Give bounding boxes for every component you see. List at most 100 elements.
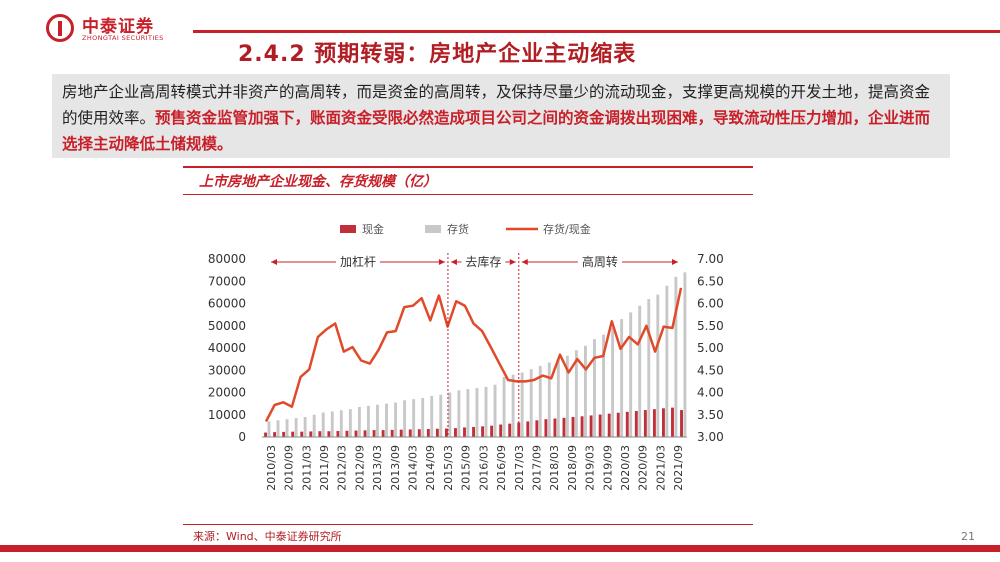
x-tick-label: 2021/09: [672, 445, 685, 491]
page-number: 21: [961, 530, 975, 543]
y-left-tick-label: 80000: [208, 252, 246, 266]
inventory-bar: [267, 421, 271, 437]
inventory-bar: [376, 404, 379, 437]
y-left-tick-label: 30000: [208, 363, 246, 377]
cash-bar: [454, 428, 457, 437]
inventory-bar: [611, 327, 615, 437]
x-tick-label: 2016/09: [495, 445, 508, 491]
ratio-line: [264, 287, 683, 422]
zhongtai-logo-icon: [46, 14, 74, 42]
cash-bar: [463, 427, 466, 437]
cash-bar: [490, 425, 494, 437]
x-tick-label: 2013/09: [389, 445, 402, 491]
inventory-bar: [593, 339, 596, 437]
y-left-tick-label: 70000: [208, 274, 246, 288]
cash-bar: [562, 417, 566, 437]
inventory-bar: [466, 389, 470, 437]
cash-bar: [327, 431, 331, 437]
inventory-bar: [538, 365, 542, 437]
x-tick-label: 2016/03: [477, 445, 490, 491]
cash-bar: [300, 431, 304, 437]
inventory-bar: [511, 374, 515, 437]
y-right-tick-label: 3.00: [697, 430, 724, 444]
brand-logo: 中泰证券 ZHONGTAI SECURITIES: [46, 12, 186, 46]
cash-bar: [526, 421, 530, 437]
period-arrow-head: [438, 259, 445, 265]
x-tick-label: 2018/09: [566, 445, 579, 491]
cash-bar: [408, 429, 412, 437]
x-tick-label: 2020/09: [637, 445, 650, 491]
cash-bar: [598, 414, 602, 437]
source-note: 来源：Wind、中泰证券研究所: [193, 530, 342, 543]
inventory-bar: [520, 372, 524, 437]
cash-bar: [336, 430, 340, 437]
inventory-bar: [502, 376, 506, 437]
cash-bar: [444, 428, 448, 437]
cash-bar: [580, 416, 584, 437]
x-tick-label: 2011/03: [300, 445, 313, 491]
x-tick-label: 2014/03: [407, 445, 420, 491]
y-right-tick-label: 4.00: [697, 386, 724, 400]
x-tick-label: 2021/03: [654, 445, 667, 491]
slide-title: 2.4.2 预期转弱：房地产企业主动缩表: [238, 42, 637, 67]
x-tick-label: 2014/09: [424, 445, 437, 491]
cash-bar: [571, 416, 575, 437]
cash-bar: [435, 428, 439, 437]
cash-bar: [662, 408, 665, 437]
cash-bar: [680, 410, 683, 437]
cash-bar: [625, 411, 629, 437]
period-arrow-head: [271, 259, 277, 265]
legend-cash-swatch: [340, 225, 356, 233]
y-right-tick-label: 5.00: [697, 341, 724, 355]
period-arrow-head: [450, 259, 457, 265]
period-label: 高周转: [582, 254, 618, 269]
inventory-bar: [620, 319, 624, 437]
y-left-tick-label: 40000: [208, 341, 246, 355]
inventory-bar: [285, 419, 289, 437]
summary-text: 房地产企业高周转模式并非资产的高周转，而是资金的高周转，及保持尽量少的流动现金，…: [62, 83, 931, 127]
cash-bar: [390, 429, 394, 437]
y-left-tick-label: 50000: [208, 319, 246, 333]
brand-name: 中泰证券: [82, 17, 154, 37]
inventory-bar: [484, 386, 488, 437]
x-tick-label: 2015/09: [460, 445, 473, 491]
cash-bar: [481, 426, 485, 437]
chart-title: 上市房地产企业现金、存货规模（亿）: [199, 174, 437, 190]
inventory-bar: [457, 390, 461, 437]
cash-bar: [372, 430, 376, 437]
cash-bar: [499, 424, 503, 437]
legend-inventory-label: 存货: [447, 222, 469, 236]
inventory-bar: [385, 403, 388, 437]
x-tick-label: 2012/09: [353, 445, 366, 491]
cash-bar: [318, 431, 322, 437]
period-label: 加杠杆: [340, 254, 376, 269]
cash-bar: [508, 423, 512, 437]
cash-bar: [354, 430, 358, 437]
period-arrow-head: [672, 259, 678, 265]
inventory-bar: [565, 355, 569, 437]
cash-bar: [553, 418, 557, 437]
x-tick-label: 2013/03: [371, 445, 384, 491]
cash-bar: [535, 420, 539, 437]
brand-subtitle: ZHONGTAI SECURITIES: [82, 34, 164, 42]
y-right-tick-label: 4.50: [697, 363, 724, 377]
cash-bar: [616, 412, 620, 437]
cash-bar: [671, 407, 674, 437]
inventory-bar: [584, 345, 587, 437]
legend-inventory-swatch: [425, 225, 441, 233]
period-arrow-head: [509, 259, 516, 265]
cash-bar: [426, 428, 430, 437]
cash-bar: [589, 415, 593, 437]
x-tick-label: 2010/09: [283, 445, 296, 491]
inventory-bar: [394, 402, 398, 437]
y-right-tick-label: 5.50: [697, 319, 724, 333]
y-left-tick-label: 0: [238, 430, 246, 444]
inventory-bar: [638, 305, 642, 437]
inventory-bar: [421, 398, 425, 437]
inventory-bar: [439, 394, 443, 437]
inventory-bar: [403, 400, 407, 437]
legend-cash-label: 现金: [362, 222, 384, 236]
inventory-bar: [629, 312, 633, 437]
inventory-bar: [547, 362, 551, 437]
